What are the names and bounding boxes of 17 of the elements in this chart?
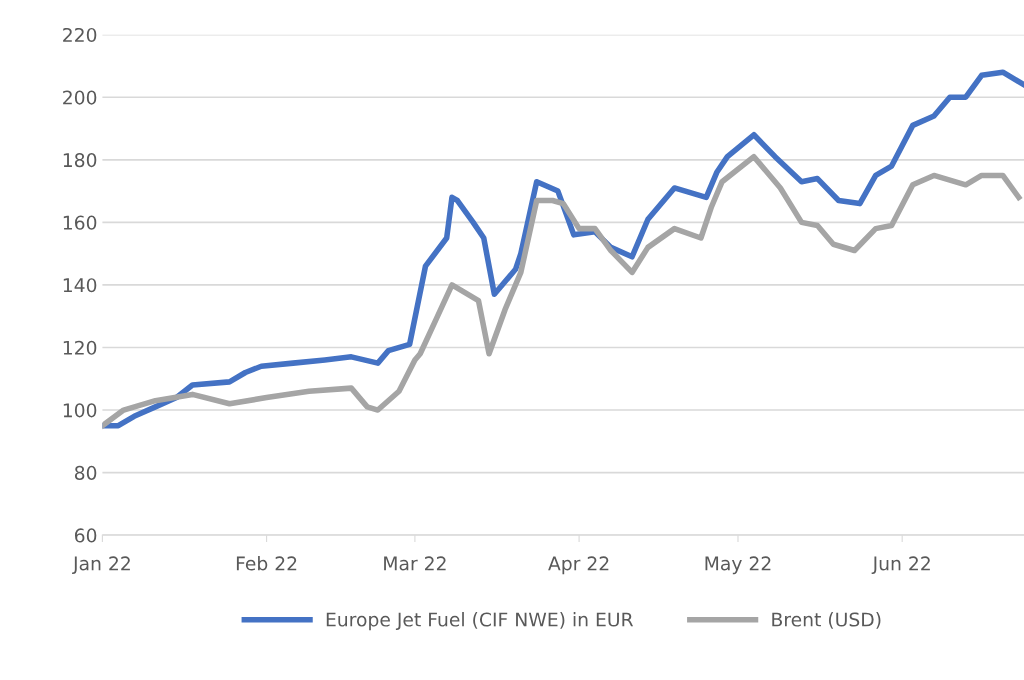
y-tick-label: 220: [63, 27, 97, 43]
x-tick-label: Feb 22: [236, 555, 297, 571]
legend-label: Europe Jet Fuel (CIF NWE) in EUR: [326, 612, 634, 631]
y-tick-label: 200: [63, 90, 97, 105]
y-tick-label: 120: [63, 340, 97, 355]
x-tick-label: Mar 22: [384, 556, 446, 571]
y-tick-label: 80: [74, 465, 97, 480]
x-tick-label: May 22: [705, 556, 771, 575]
y-tick-label: 180: [63, 153, 97, 168]
y-tick-label: 160: [63, 215, 97, 230]
x-tick-label: Jan 22: [72, 556, 130, 574]
y-tick-label: 60: [74, 528, 97, 543]
legend-label: Brent (USD): [772, 612, 881, 629]
y-tick-label: 140: [63, 278, 97, 293]
y-tick-label: 100: [63, 403, 97, 418]
x-tick-label: Apr 22: [548, 556, 609, 575]
x-tick-label: Jun 22: [871, 556, 930, 574]
